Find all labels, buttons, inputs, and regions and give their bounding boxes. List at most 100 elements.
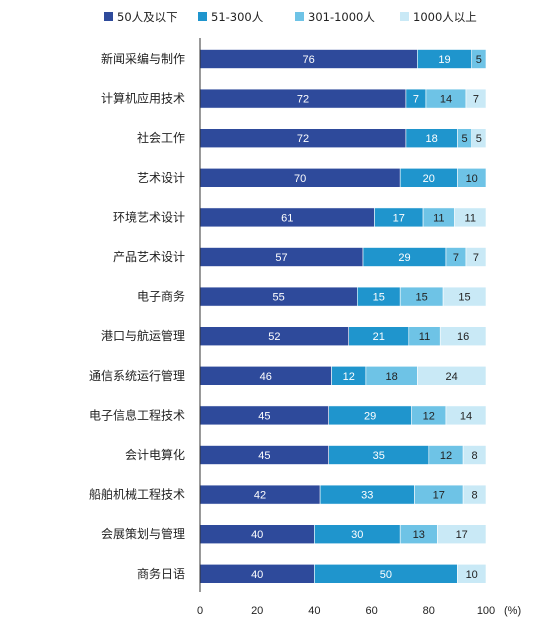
legend-label-2: 301-1000人 [308, 10, 375, 24]
data-label: 10 [466, 569, 478, 581]
category-label: 新闻采编与制作 [101, 51, 185, 66]
data-label: 7 [413, 94, 419, 106]
data-label: 17 [456, 529, 468, 541]
data-label: 15 [373, 292, 385, 304]
legend: 50人及以下 51-300人 301-1000人 1000人以上 [104, 10, 477, 24]
data-label: 16 [457, 331, 469, 343]
data-label: 45 [258, 450, 270, 462]
legend-swatch-2 [295, 12, 304, 21]
category-label: 产品艺术设计 [113, 250, 185, 264]
data-label: 24 [446, 371, 458, 383]
data-label: 55 [273, 292, 285, 304]
bar-segment [437, 524, 487, 545]
bar-segment [442, 286, 487, 307]
category-label: 社会工作 [137, 130, 185, 145]
data-label: 18 [426, 133, 438, 145]
data-label: 12 [440, 450, 452, 462]
data-label: 5 [476, 54, 482, 66]
category-label: 艺术设计 [137, 171, 185, 185]
x-tick-label: 20 [251, 605, 263, 617]
data-label: 19 [438, 54, 450, 66]
data-label: 7 [473, 252, 479, 264]
bar-segment [417, 365, 487, 386]
data-label: 14 [440, 94, 452, 106]
bar-segment [471, 49, 487, 69]
data-label: 17 [433, 490, 445, 502]
data-label: 8 [471, 490, 477, 502]
x-tick-label: 0 [197, 605, 203, 617]
legend-label-0: 50人及以下 [117, 10, 178, 24]
category-label: 电子商务 [137, 289, 185, 304]
legend-swatch-0 [104, 12, 113, 21]
data-label: 13 [413, 529, 425, 541]
data-label: 18 [385, 371, 397, 383]
data-label: 15 [416, 292, 428, 304]
data-label: 45 [258, 410, 270, 422]
data-label: 17 [393, 212, 405, 224]
bar-segment [465, 88, 487, 109]
category-label: 会展策划与管理 [101, 526, 185, 541]
x-tick-label: 60 [365, 605, 377, 617]
bar-segment [462, 445, 487, 465]
x-tick-label: 40 [308, 605, 320, 617]
category-label: 港口与航运管理 [101, 328, 185, 343]
data-label: 72 [297, 94, 309, 106]
x-axis-unit: (%) [504, 605, 521, 617]
category-label: 会计电算化 [125, 447, 185, 462]
data-label: 72 [297, 133, 309, 145]
x-tick-label: 100 [477, 605, 495, 617]
data-label: 12 [343, 371, 355, 383]
data-label: 12 [423, 410, 435, 422]
data-label: 50 [380, 569, 392, 581]
data-label: 40 [251, 529, 263, 541]
data-label: 35 [373, 450, 385, 462]
data-label: 70 [294, 173, 306, 185]
category-label: 计算机应用技术 [101, 91, 185, 106]
bar-segment [454, 207, 487, 228]
data-label: 11 [465, 212, 476, 224]
data-label: 57 [275, 252, 287, 264]
data-label: 11 [419, 331, 430, 343]
bar-segment [457, 168, 487, 188]
data-label: 8 [471, 450, 477, 462]
bar-segment [439, 326, 487, 347]
legend-swatch-1 [198, 12, 207, 21]
data-label: 76 [303, 54, 315, 66]
data-label: 30 [351, 529, 363, 541]
category-labels: 新闻采编与制作计算机应用技术社会工作艺术设计环境艺术设计产品艺术设计电子商务港口… [89, 51, 185, 581]
x-tick-label: 80 [423, 605, 435, 617]
data-label: 14 [460, 410, 472, 422]
bar-segment [462, 484, 487, 505]
data-label: 40 [251, 569, 263, 581]
bar-segment [471, 128, 487, 148]
category-label: 环境艺术设计 [113, 209, 185, 224]
x-axis: 0 20 40 60 80 100 (%) [197, 605, 521, 617]
legend-swatch-3 [400, 12, 409, 21]
bar-segment [445, 405, 487, 426]
data-label: 52 [268, 331, 280, 343]
data-label: 5 [476, 133, 482, 145]
legend-label-3: 1000人以上 [413, 10, 477, 24]
data-label: 20 [423, 173, 435, 185]
data-label: 7 [473, 94, 479, 106]
bar-segment [457, 563, 487, 584]
data-label: 29 [398, 252, 410, 264]
data-label: 21 [373, 331, 385, 343]
data-label: 61 [281, 212, 293, 224]
legend-label-1: 51-300人 [211, 10, 264, 24]
data-label: 42 [254, 490, 266, 502]
category-label: 电子信息工程技术 [89, 407, 185, 422]
data-label: 10 [466, 173, 478, 185]
data-label: 46 [260, 371, 272, 383]
category-label: 通信系统运行管理 [89, 368, 185, 383]
data-label: 5 [461, 133, 467, 145]
data-label: 7 [453, 252, 459, 264]
data-label: 33 [361, 490, 373, 502]
data-label: 15 [458, 292, 470, 304]
data-label: 29 [364, 410, 376, 422]
category-label: 船舶机械工程技术 [89, 487, 185, 502]
category-label: 商务日语 [137, 566, 185, 581]
data-label: 11 [433, 212, 444, 224]
